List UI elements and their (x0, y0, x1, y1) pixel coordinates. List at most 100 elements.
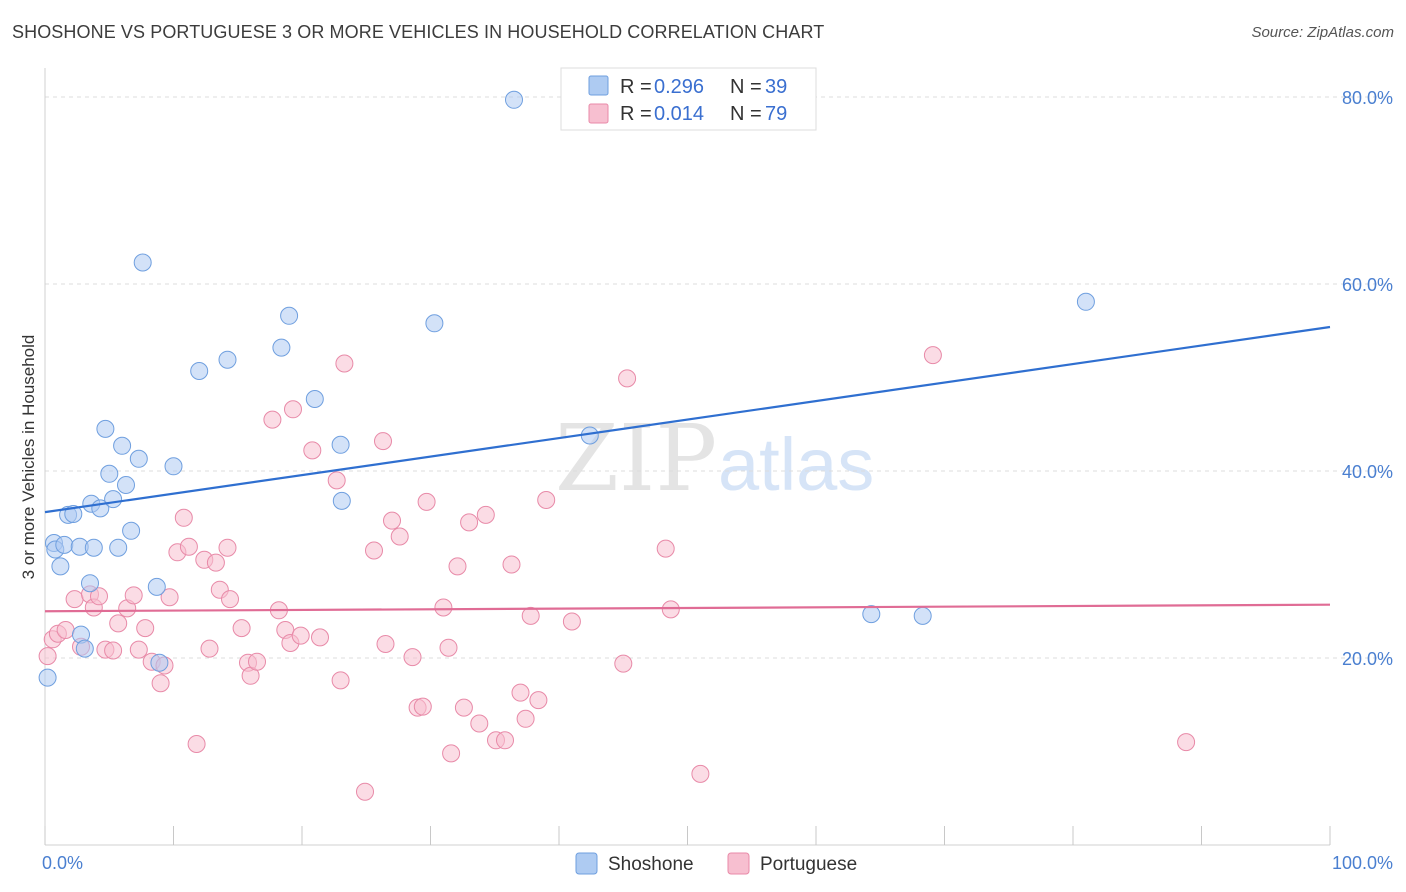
point-portuguese-66 (511, 683, 530, 702)
point-shoshone-14 (96, 419, 115, 438)
point-portuguese-30 (232, 619, 251, 638)
point-shoshone-27 (218, 350, 237, 369)
bottom-legend-swatch-shoshone (575, 852, 598, 875)
watermark: ZIP atlas (555, 405, 874, 512)
point-portuguese-22 (179, 537, 198, 556)
point-shoshone-26 (190, 362, 209, 380)
data-points (38, 90, 1196, 801)
legend-r-label-shoshone: R = (620, 76, 652, 98)
x-tick-labels: 0.0% 100.0% (42, 853, 1393, 873)
legend-n-label-portuguese: N = (730, 103, 762, 125)
y-tick-labels: 20.0% 40.0% 60.0% 80.0% (1342, 88, 1393, 669)
point-shoshone-22 (133, 253, 152, 272)
point-portuguese-4 (65, 590, 84, 609)
point-portuguese-8 (90, 587, 108, 606)
point-portuguese-59 (454, 698, 473, 717)
bottom-legend-label-portuguese: Portuguese (760, 854, 857, 875)
point-portuguese-77 (923, 346, 942, 365)
gridlines (45, 96, 1392, 659)
point-portuguese-76 (691, 764, 710, 783)
point-portuguese-46 (365, 541, 383, 560)
point-portuguese-11 (109, 614, 128, 633)
bottom-legend-label-shoshone: Shoshone (608, 854, 694, 875)
chart-title: SHOSHONE VS PORTUGUESE 3 OR MORE VEHICLE… (12, 22, 825, 42)
point-portuguese-15 (136, 619, 155, 638)
point-portuguese-38 (284, 400, 302, 419)
point-shoshone-3 (51, 557, 70, 576)
legend-r-value-portuguese: 0.014 (654, 103, 704, 125)
point-portuguese-3 (56, 621, 75, 639)
point-portuguese-33 (248, 652, 266, 671)
point-portuguese-56 (439, 638, 458, 657)
legend-swatch-shoshone (588, 75, 609, 96)
point-portuguese-67 (516, 709, 535, 728)
trend-line-portuguese (44, 603, 1331, 613)
point-portuguese-74 (656, 539, 675, 558)
axes (44, 68, 1331, 846)
point-portuguese-50 (390, 527, 409, 546)
point-shoshone-15 (100, 464, 119, 483)
watermark-zip: ZIP (555, 405, 717, 512)
point-portuguese-71 (562, 612, 581, 631)
point-portuguese-48 (376, 635, 395, 653)
point-portuguese-45 (356, 782, 374, 801)
point-shoshone-24 (150, 653, 169, 672)
point-shoshone-34 (505, 90, 523, 109)
legend-swatch-portuguese (588, 103, 609, 124)
point-shoshone-25 (164, 457, 183, 476)
point-shoshone-20 (122, 521, 141, 540)
source-credit: Source: ZipAtlas.com (1251, 24, 1394, 41)
point-portuguese-78 (1177, 733, 1196, 752)
point-portuguese-64 (496, 731, 514, 750)
bottom-legend-swatch-portuguese (727, 852, 750, 875)
trend-line-shoshone (44, 325, 1331, 514)
point-shoshone-29 (280, 306, 299, 325)
point-shoshone-38 (1076, 292, 1095, 311)
point-portuguese-65 (502, 555, 521, 574)
y-tick-label-80: 80.0% (1342, 88, 1393, 108)
point-portuguese-73 (618, 369, 637, 388)
point-portuguese-21 (174, 508, 193, 527)
trend-lines (44, 325, 1331, 613)
watermark-atlas: atlas (718, 423, 874, 506)
x-tick-label-100: 100.0% (1332, 853, 1393, 873)
point-shoshone-9 (75, 639, 94, 658)
point-shoshone-18 (113, 436, 132, 455)
point-portuguese-55 (434, 598, 453, 617)
point-shoshone-31 (331, 435, 350, 454)
point-portuguese-25 (200, 639, 219, 658)
point-portuguese-41 (311, 628, 329, 647)
point-shoshone-4 (55, 535, 74, 554)
y-axis-label: 3 or more Vehicles in Household (19, 335, 38, 580)
point-portuguese-17 (151, 674, 170, 693)
point-shoshone-28 (272, 338, 291, 357)
point-portuguese-28 (221, 590, 239, 609)
point-portuguese-70 (537, 491, 556, 509)
legend-r-label-portuguese: R = (620, 103, 652, 125)
point-shoshone-0 (38, 668, 57, 687)
legend-n-value-shoshone: 39 (765, 76, 787, 98)
point-portuguese-43 (331, 671, 350, 690)
y-tick-label-20: 20.0% (1342, 649, 1393, 669)
point-shoshone-37 (913, 606, 932, 625)
point-shoshone-21 (129, 449, 148, 468)
point-shoshone-30 (305, 390, 324, 408)
point-portuguese-10 (104, 641, 123, 660)
point-portuguese-54 (417, 492, 436, 511)
point-portuguese-61 (470, 714, 489, 733)
point-portuguese-34 (263, 410, 282, 429)
point-shoshone-33 (425, 314, 444, 333)
point-shoshone-36 (862, 605, 881, 624)
point-portuguese-62 (476, 505, 495, 524)
point-portuguese-53 (413, 697, 432, 716)
point-portuguese-51 (403, 648, 422, 667)
y-tick-label-40: 40.0% (1342, 462, 1393, 482)
point-portuguese-19 (160, 588, 179, 607)
bottom-legend: Shoshone Portuguese (575, 852, 857, 875)
point-portuguese-42 (327, 471, 346, 490)
point-portuguese-58 (448, 557, 467, 576)
y-tick-label-60: 60.0% (1342, 275, 1393, 295)
point-shoshone-32 (332, 491, 351, 510)
point-portuguese-29 (218, 538, 237, 557)
